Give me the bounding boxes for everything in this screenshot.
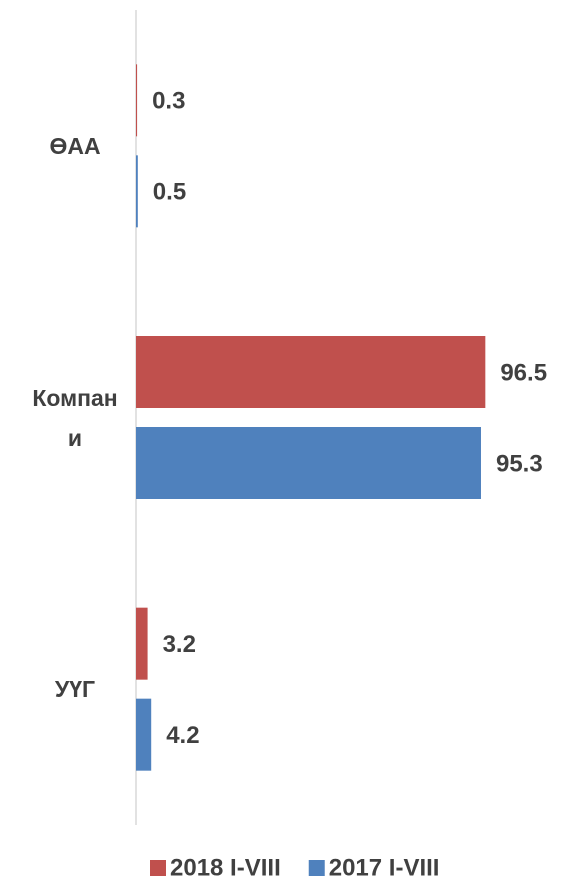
bar bbox=[136, 698, 152, 771]
category-label: ӨАА bbox=[49, 132, 101, 159]
bar bbox=[136, 607, 148, 680]
category-label: УҮГ bbox=[54, 676, 96, 703]
legend-swatch bbox=[308, 860, 325, 876]
value-label: 4.2 bbox=[166, 722, 199, 749]
bar bbox=[136, 64, 138, 137]
legend-label: 2017 I-VIII bbox=[329, 854, 440, 881]
bar bbox=[136, 155, 138, 228]
value-label: 96.5 bbox=[500, 359, 547, 386]
legend-label: 2018 I-VIII bbox=[170, 854, 281, 881]
value-label: 95.3 bbox=[496, 450, 543, 477]
value-label: 0.3 bbox=[152, 88, 185, 115]
category-label: Компани bbox=[32, 384, 118, 451]
bar bbox=[136, 427, 481, 499]
value-label: 0.5 bbox=[153, 179, 186, 206]
legend-swatch bbox=[150, 860, 166, 876]
value-label: 3.2 bbox=[163, 631, 196, 658]
bar bbox=[136, 336, 486, 408]
